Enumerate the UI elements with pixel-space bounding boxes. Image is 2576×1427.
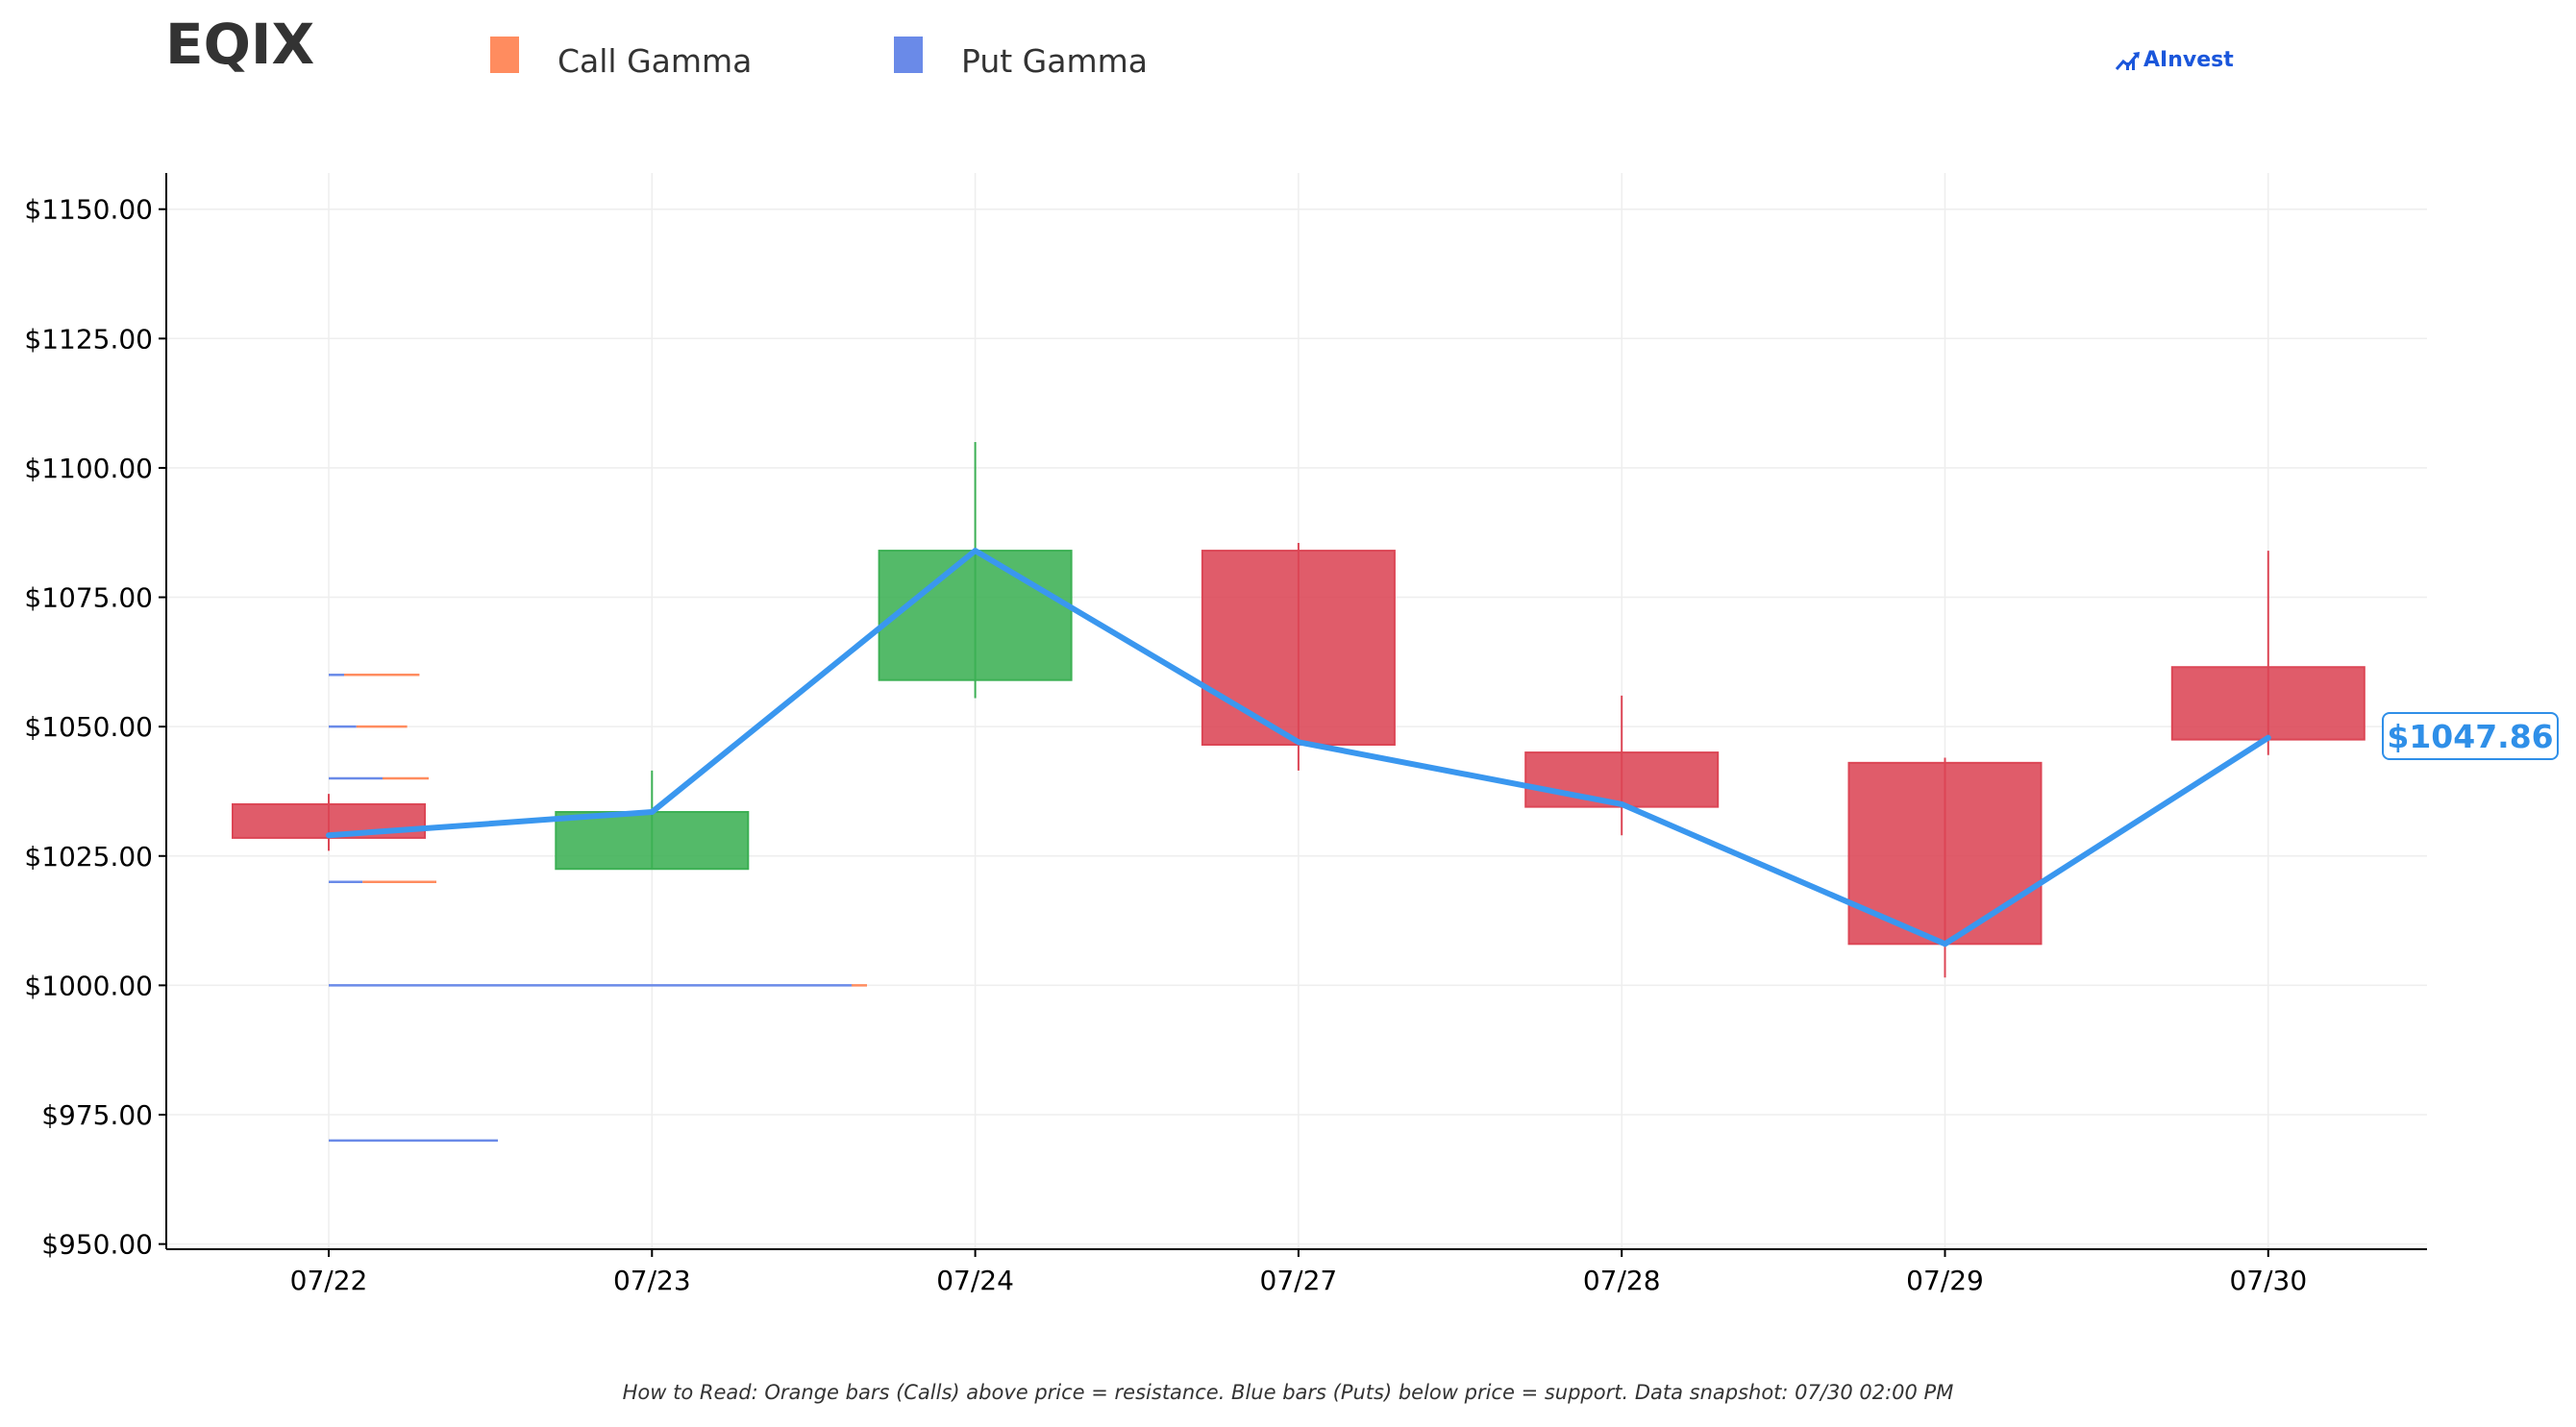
x-tick-label: 07/23 bbox=[613, 1265, 691, 1296]
x-tick-label: 07/28 bbox=[1583, 1265, 1661, 1296]
y-tick-label: $1075.00 bbox=[24, 582, 153, 614]
x-tick-label: 07/24 bbox=[936, 1265, 1014, 1296]
candle-body bbox=[2170, 666, 2365, 741]
candle-body bbox=[878, 550, 1073, 681]
price-line-layer bbox=[326, 548, 2271, 947]
put-gamma-swatch bbox=[894, 37, 923, 73]
brand-logo: AInvest bbox=[2115, 48, 2234, 72]
x-tick-label: 07/30 bbox=[2229, 1265, 2307, 1296]
y-tick-label: $1000.00 bbox=[24, 970, 153, 1001]
brand-chart-icon bbox=[2115, 51, 2140, 70]
x-tick-label: 07/27 bbox=[1260, 1265, 1338, 1296]
call-gamma-swatch bbox=[490, 37, 519, 73]
put-gamma-legend-label: Put Gamma bbox=[961, 42, 1148, 80]
candle-07-23 bbox=[555, 770, 750, 871]
call-gamma-legend-label: Call Gamma bbox=[557, 42, 753, 80]
candle-07-27 bbox=[1201, 543, 1396, 771]
candle-07-24 bbox=[878, 442, 1073, 699]
ticker-title: EQIX bbox=[165, 12, 315, 77]
gamma-bars bbox=[329, 674, 867, 1143]
current-price-tag: $1047.86 bbox=[2382, 712, 2559, 760]
x-tick-label: 07/22 bbox=[290, 1265, 368, 1296]
candle-body bbox=[555, 811, 750, 871]
y-tick-label: $1125.00 bbox=[24, 323, 153, 355]
candle-body bbox=[1524, 751, 1720, 808]
y-tick-label: $1150.00 bbox=[24, 194, 153, 226]
y-tick-label: $1100.00 bbox=[24, 453, 153, 484]
x-axis-ticks: 07/22 07/23 07/24 07/27 07/28 07/29 07/30 bbox=[290, 1249, 2307, 1296]
y-tick-label: $975.00 bbox=[41, 1099, 153, 1131]
candle-07-22 bbox=[232, 794, 426, 851]
y-tick-label: $1050.00 bbox=[24, 711, 153, 743]
x-tick-label: 07/29 bbox=[1906, 1265, 1984, 1296]
how-to-read-note: How to Read: Orange bars (Calls) above p… bbox=[622, 1381, 1954, 1404]
y-tick-label: $1025.00 bbox=[24, 841, 153, 873]
candle-07-30 bbox=[2170, 551, 2365, 755]
candle-07-28 bbox=[1524, 695, 1720, 836]
y-tick-label: $950.00 bbox=[41, 1229, 153, 1261]
brand-name: AInvest bbox=[2143, 48, 2234, 72]
candle-body bbox=[1201, 550, 1396, 746]
price-line bbox=[326, 548, 2271, 947]
axes bbox=[165, 173, 2427, 1250]
candlesticks bbox=[232, 442, 2365, 978]
y-axis-ticks: $950.00 $975.00 $1000.00 $1025.00 $1050.00 $1… bbox=[24, 194, 166, 1261]
